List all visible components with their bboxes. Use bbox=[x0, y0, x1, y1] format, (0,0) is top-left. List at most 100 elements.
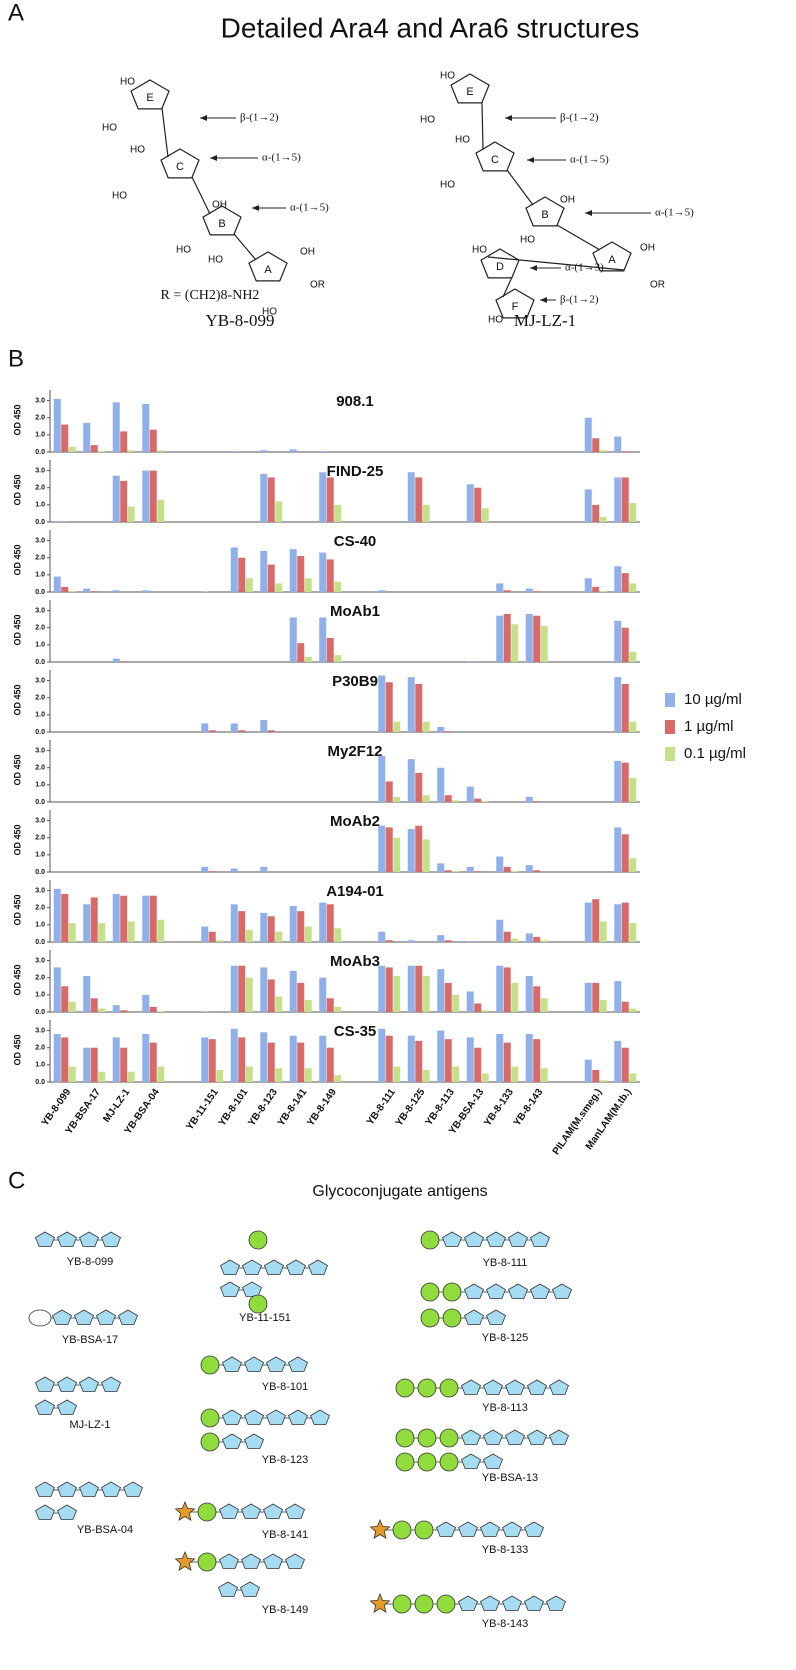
compound-label: YB-BSA-04 bbox=[77, 1524, 133, 1536]
hydroxyl: HO bbox=[130, 145, 145, 156]
sugar-ring bbox=[592, 241, 632, 272]
bar bbox=[629, 778, 637, 802]
bar bbox=[385, 827, 393, 872]
y-tick-label: 1.0 bbox=[35, 922, 45, 929]
arrow-head bbox=[210, 155, 217, 161]
arabinose bbox=[123, 1481, 143, 1497]
bar bbox=[297, 1042, 305, 1082]
chart-title: CS-35 bbox=[334, 1023, 377, 1040]
arabinose bbox=[242, 1259, 262, 1275]
arabinose bbox=[57, 1504, 77, 1520]
bar bbox=[98, 451, 106, 452]
x-tick-label: YB-11-151 bbox=[184, 1087, 221, 1133]
bar bbox=[230, 451, 238, 452]
y-tick-label: 3.0 bbox=[35, 887, 45, 894]
bar bbox=[503, 967, 511, 1012]
bar bbox=[149, 429, 157, 452]
compound-label: YB-BSA-13 bbox=[482, 1472, 538, 1484]
bar bbox=[378, 590, 386, 592]
y-tick-label: 3.0 bbox=[35, 397, 45, 404]
bar bbox=[98, 1071, 106, 1082]
bar bbox=[422, 839, 430, 872]
compound-label: YB-8-149 bbox=[262, 1604, 308, 1616]
bar bbox=[496, 919, 504, 942]
bar bbox=[90, 591, 98, 592]
bar bbox=[120, 661, 128, 662]
bar bbox=[83, 422, 91, 452]
bar bbox=[326, 1047, 334, 1082]
arabinose bbox=[240, 1581, 260, 1597]
arabinose bbox=[222, 1356, 242, 1372]
bar bbox=[466, 661, 474, 662]
hydroxyl: OR bbox=[310, 280, 325, 291]
compound-label: YB-8-111 bbox=[483, 1257, 528, 1269]
bar bbox=[629, 923, 637, 942]
bar bbox=[415, 1040, 423, 1082]
bar bbox=[90, 445, 98, 452]
bar bbox=[540, 626, 548, 662]
hydroxyl: HO bbox=[520, 235, 535, 246]
bar bbox=[334, 581, 342, 592]
panel-title: Detailed Ara4 and Ara6 structures bbox=[221, 12, 640, 43]
chart-title: CS-40 bbox=[334, 533, 377, 550]
arabinose bbox=[530, 1283, 550, 1299]
arabinose bbox=[263, 1503, 283, 1519]
bar bbox=[503, 590, 511, 592]
bar bbox=[260, 550, 268, 592]
bar bbox=[61, 1037, 69, 1082]
sugar-ring bbox=[450, 73, 490, 104]
bar bbox=[267, 1042, 275, 1082]
bar bbox=[474, 798, 482, 802]
bar bbox=[614, 760, 622, 802]
bar bbox=[444, 940, 452, 942]
bar bbox=[326, 638, 334, 662]
bar bbox=[422, 721, 430, 732]
bar bbox=[496, 583, 504, 592]
arabinose bbox=[241, 1553, 261, 1569]
mannose bbox=[417, 1378, 437, 1398]
bar bbox=[525, 933, 533, 942]
arabinose bbox=[101, 1376, 121, 1392]
arabinose bbox=[101, 1231, 121, 1247]
bar bbox=[592, 1070, 600, 1082]
linkage-label: α-(1→5) bbox=[655, 207, 694, 219]
y-axis-label: OD 450 bbox=[12, 614, 22, 645]
bar bbox=[267, 477, 275, 522]
bar bbox=[407, 940, 415, 942]
bar bbox=[533, 870, 541, 872]
hydroxyl: HO bbox=[208, 255, 223, 266]
y-tick-label: 1.0 bbox=[35, 712, 45, 719]
bar bbox=[245, 578, 253, 592]
y-tick-label: 1.0 bbox=[35, 502, 45, 509]
bar bbox=[275, 583, 283, 592]
bar bbox=[584, 417, 592, 452]
bar bbox=[415, 772, 423, 802]
bar bbox=[496, 856, 504, 872]
y-tick-label: 1.0 bbox=[35, 782, 45, 789]
bar bbox=[393, 1066, 401, 1082]
bar bbox=[238, 1037, 246, 1082]
bar bbox=[201, 866, 209, 872]
mannose bbox=[248, 1230, 268, 1250]
sugar-ring bbox=[130, 79, 170, 110]
bar bbox=[407, 677, 415, 732]
bar bbox=[334, 1075, 342, 1082]
arabinose bbox=[244, 1433, 264, 1449]
bar bbox=[511, 938, 519, 942]
arabinose bbox=[483, 1453, 503, 1469]
legend-label: 10 µg/ml bbox=[684, 691, 742, 708]
bar bbox=[584, 1059, 592, 1082]
chart-title: FIND-25 bbox=[327, 463, 384, 480]
bar bbox=[415, 965, 423, 1012]
thio-group bbox=[174, 1550, 196, 1571]
bar bbox=[201, 723, 209, 732]
bar bbox=[260, 720, 268, 732]
bar bbox=[120, 1047, 128, 1082]
bar bbox=[127, 1071, 135, 1082]
bar bbox=[437, 863, 445, 872]
bar bbox=[481, 1073, 489, 1082]
mannose bbox=[197, 1502, 217, 1522]
arabinose bbox=[502, 1595, 522, 1611]
y-tick-label: 3.0 bbox=[35, 1027, 45, 1034]
arabinose bbox=[483, 1379, 503, 1395]
